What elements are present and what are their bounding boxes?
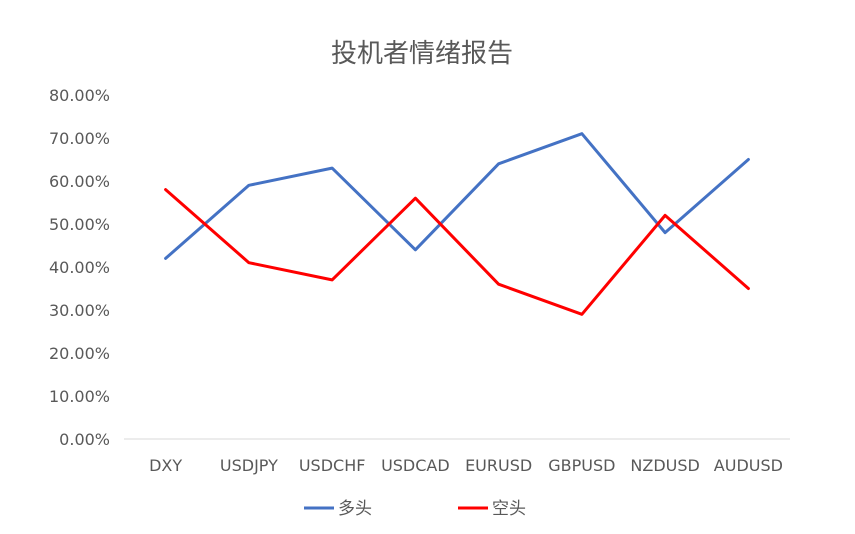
legend: 多头 空头: [304, 499, 526, 519]
series-line-0: [164, 132, 750, 260]
x-tick-label: EURUSD: [465, 456, 532, 475]
y-tick-label: 0.00%: [59, 430, 110, 449]
series-layer: [164, 132, 750, 316]
series-line-1: [164, 188, 750, 316]
legend-label: 空头: [492, 499, 526, 519]
x-tick-label: AUDUSD: [714, 456, 783, 475]
x-tick-label: USDJPY: [220, 456, 278, 475]
y-tick-label: 60.00%: [49, 172, 110, 191]
y-tick-label: 70.00%: [49, 129, 110, 148]
y-axis: 0.00% 10.00% 20.00% 30.00% 40.00% 50.00% 60.00…: [49, 86, 110, 449]
y-tick-label: 30.00%: [49, 301, 110, 320]
legend-label: 多头: [338, 499, 372, 519]
y-tick-label: 10.00%: [49, 387, 110, 406]
y-tick-label: 80.00%: [49, 86, 110, 105]
x-tick-label: USDCAD: [381, 456, 450, 475]
chart-title: 投机者情绪报告: [331, 39, 513, 69]
x-tick-label: NZDUSD: [630, 456, 699, 475]
y-tick-label: 20.00%: [49, 344, 110, 363]
x-tick-label: DXY: [149, 456, 182, 475]
x-tick-label: GBPUSD: [548, 456, 615, 475]
x-tick-label: USDCHF: [299, 456, 366, 475]
y-tick-label: 40.00%: [49, 258, 110, 277]
y-tick-label: 50.00%: [49, 215, 110, 234]
x-axis: DXY USDJPY USDCHF USDCAD EURUSD GBPUSD NZDUSD A…: [149, 456, 783, 475]
